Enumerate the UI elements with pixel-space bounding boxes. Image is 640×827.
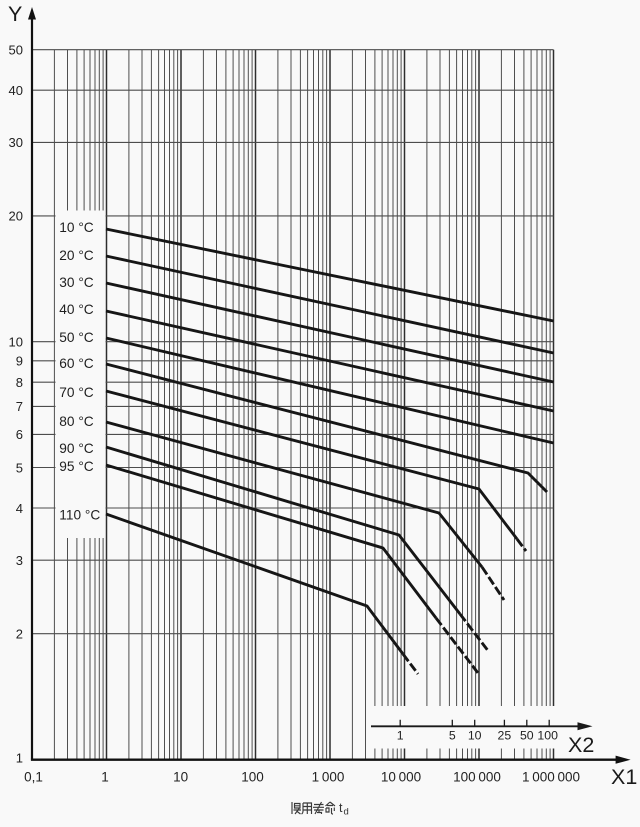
svg-text:100: 100 <box>537 729 558 743</box>
svg-text:40: 40 <box>9 83 23 98</box>
svg-text:30: 30 <box>9 135 23 150</box>
svg-text:20 °C: 20 °C <box>59 248 94 263</box>
svg-text:1: 1 <box>101 770 109 785</box>
svg-text:10 °C: 10 °C <box>59 220 94 235</box>
svg-text:10 000: 10 000 <box>381 770 421 785</box>
svg-text:0,1: 0,1 <box>24 770 43 785</box>
svg-text:8: 8 <box>16 375 23 390</box>
svg-text:1 000 000: 1 000 000 <box>522 770 580 785</box>
svg-text:50 °C: 50 °C <box>59 330 94 345</box>
svg-text:100 000: 100 000 <box>453 770 501 785</box>
svg-text:50: 50 <box>9 43 23 58</box>
svg-text:6: 6 <box>16 427 23 442</box>
svg-text:90 °C: 90 °C <box>59 441 94 456</box>
svg-text:4: 4 <box>16 501 23 516</box>
svg-text:110 °C: 110 °C <box>59 507 100 522</box>
svg-text:1 000: 1 000 <box>312 770 345 785</box>
svg-text:Y: Y <box>8 2 22 26</box>
svg-text:60 °C: 60 °C <box>59 356 94 371</box>
svg-text:10: 10 <box>9 335 23 350</box>
svg-text:X2: X2 <box>568 733 594 757</box>
svg-text:40 °C: 40 °C <box>59 302 94 317</box>
svg-text:50: 50 <box>520 729 534 743</box>
svg-text:70 °C: 70 °C <box>59 385 94 400</box>
svg-text:80 °C: 80 °C <box>59 414 94 429</box>
svg-text:10: 10 <box>173 770 188 785</box>
svg-text:5: 5 <box>16 460 23 475</box>
svg-text:10: 10 <box>468 729 482 743</box>
svg-text:X1: X1 <box>611 765 637 789</box>
svg-text:95 °C: 95 °C <box>59 459 94 474</box>
svg-text:d: d <box>344 807 349 818</box>
svg-text:9: 9 <box>16 354 23 369</box>
svg-text:1: 1 <box>16 751 23 766</box>
svg-text:5: 5 <box>449 729 456 743</box>
svg-text:3: 3 <box>16 553 23 568</box>
svg-text:25: 25 <box>498 729 512 743</box>
svg-text:30 °C: 30 °C <box>59 275 94 290</box>
svg-text:t: t <box>339 801 343 815</box>
svg-text:7: 7 <box>16 399 23 414</box>
svg-text:2: 2 <box>16 627 23 642</box>
svg-text:100: 100 <box>241 770 264 785</box>
svg-text:1: 1 <box>397 729 404 743</box>
svg-text:20: 20 <box>9 209 23 224</box>
